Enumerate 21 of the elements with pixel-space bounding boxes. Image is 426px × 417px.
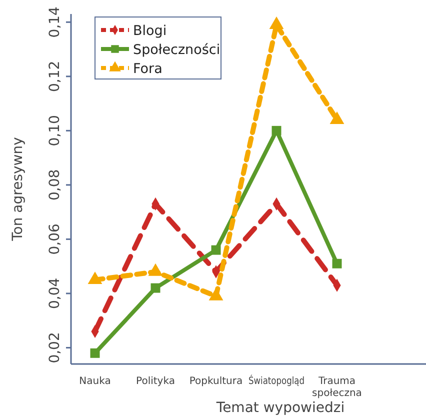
- point: [269, 16, 284, 30]
- y-axis-title: Ton agresywny: [10, 137, 26, 242]
- x-tick-label: Popkultura: [189, 376, 243, 387]
- y-tick-label: 0,10: [47, 115, 63, 146]
- x-tick-label: Nauka: [79, 376, 111, 387]
- point: [272, 126, 282, 136]
- x-tick-label: Polityka: [136, 376, 175, 387]
- point: [90, 348, 100, 358]
- y-tick-label: 0,12: [47, 60, 63, 92]
- y-tick-label: 0,04: [47, 278, 63, 310]
- point: [332, 258, 342, 268]
- y-tick-label: 0,02: [47, 332, 63, 364]
- point: [150, 283, 160, 293]
- point: [211, 245, 221, 255]
- y-tick-label: 0,14: [47, 6, 63, 38]
- y-tick-label: 0,08: [47, 169, 63, 201]
- legend-label: Fora: [133, 61, 162, 77]
- legend-label: Społeczności: [133, 42, 220, 58]
- y-tick-label: 0,06: [47, 224, 63, 255]
- legend-label: Blogi: [133, 23, 167, 39]
- x-axis-title: Temat wypowiedzi: [215, 400, 345, 416]
